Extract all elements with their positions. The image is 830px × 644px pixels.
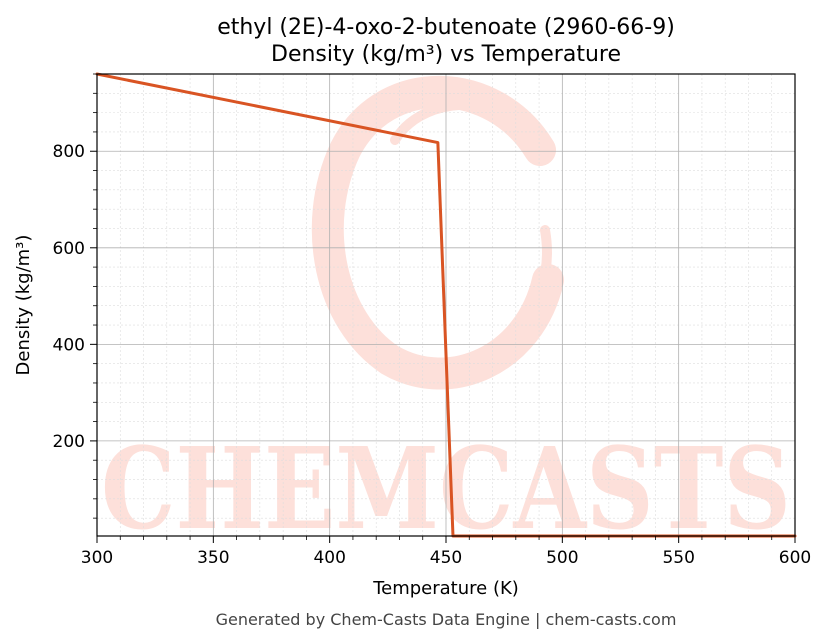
y-tick-label: 600 (53, 239, 85, 259)
x-tick-label: 450 (430, 548, 462, 568)
x-tick-label: 600 (779, 548, 811, 568)
y-tick-label: 200 (53, 432, 85, 452)
x-tick-label: 400 (313, 548, 345, 568)
x-tick-label: 550 (662, 548, 694, 568)
x-tick-label: 300 (81, 548, 113, 568)
chart-title: ethyl (2E)-4-oxo-2-butenoate (2960-66-9) (217, 15, 675, 40)
chart-subtitle: Density (kg/m³) vs Temperature (271, 42, 621, 67)
footer-credit: Generated by Chem-Casts Data Engine | ch… (216, 610, 677, 629)
x-tick-label: 500 (546, 548, 578, 568)
y-tick-label: 400 (53, 335, 85, 355)
y-tick-label: 800 (53, 142, 85, 162)
y-axis-label: Density (kg/m³) (13, 235, 34, 376)
tick-layer: 300 350 400 450 500 550 600 200 400 600 800 (53, 73, 811, 568)
x-tick-label: 350 (197, 548, 229, 568)
watermark-logo-swirl (311, 75, 564, 390)
x-axis-label: Temperature (K) (372, 578, 519, 599)
